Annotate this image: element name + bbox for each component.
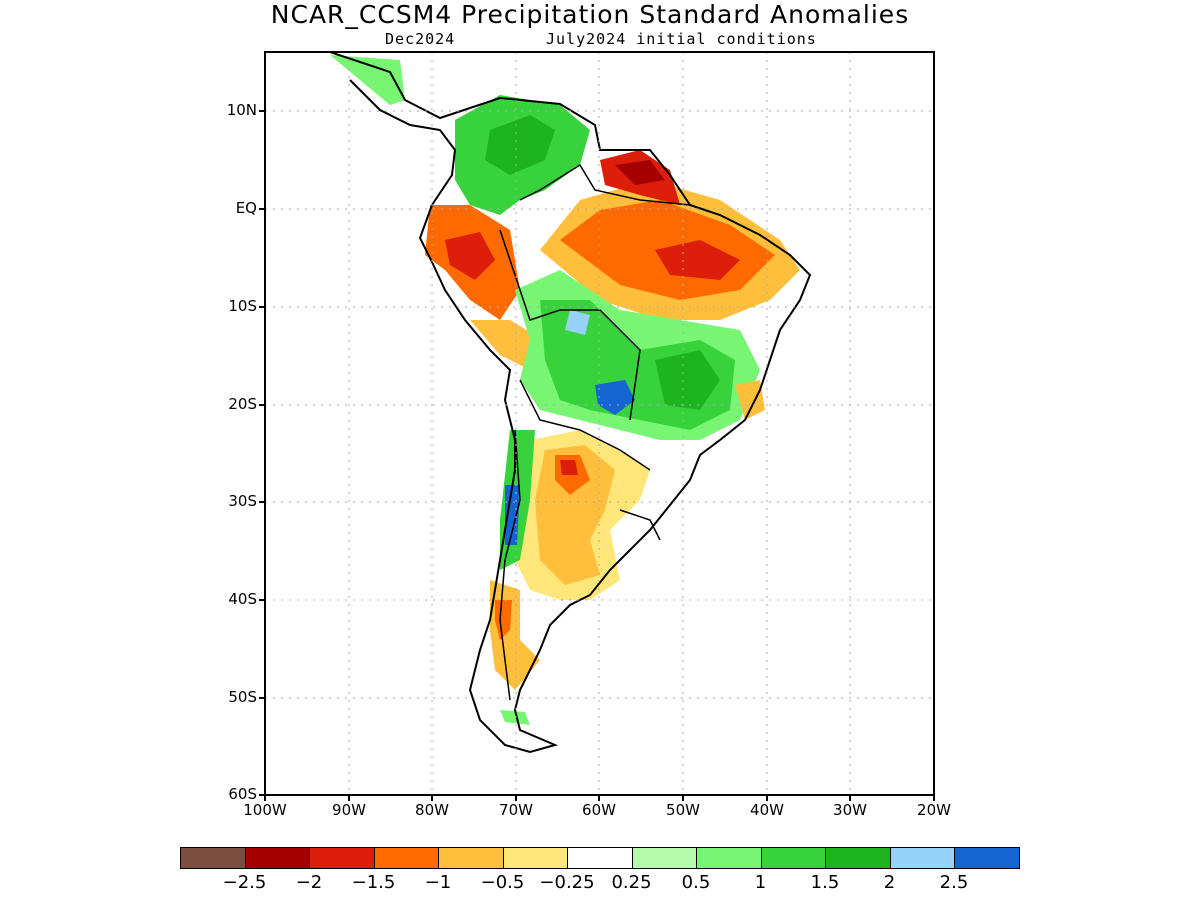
colorbar-swatch [567,847,633,869]
initial-conditions-label: July2024 initial conditions [546,30,817,48]
wet-pantanal-core [595,380,635,415]
dry-east-brazil [735,380,765,420]
dry-patagonia-core [495,600,512,640]
colorbar-swatch [244,847,310,869]
x-tick-label: 30W [833,801,867,819]
x-tick-label: 70W [499,801,533,819]
target-month-label: Dec2024 [385,30,456,48]
y-tick-label: 20S [228,395,257,413]
wet-central-america [330,55,405,105]
colorbar-label: −1 [424,872,452,893]
colorbar-swatch [309,847,375,869]
wet-colombia-core [485,115,555,175]
dry-argentina-core2 [560,460,578,475]
colorbar-label: −2.5 [222,872,267,893]
colorbar-label: 1 [754,872,767,893]
map-title: NCAR_CCSM4 Precipitation Standard Anomal… [270,0,910,29]
colorbar-swatch [696,847,762,869]
y-tick-label: 10S [228,297,257,315]
colorbar-swatch [180,847,246,869]
border-4 [499,429,521,701]
colorbar-label: −0.5 [480,872,525,893]
border-1 [519,163,691,206]
anomaly-fields [266,52,810,752]
colorbar-label: −2 [295,872,323,893]
x-tick-label: 90W [332,801,366,819]
colorbar-label: 2 [883,872,896,893]
dry-brazil-core [655,240,740,280]
wet-fuego [500,710,530,725]
colorbar-label: 2.5 [939,872,969,893]
x-tick-label: 20W [917,801,951,819]
wet-central-core [655,350,720,410]
border-2 [499,229,641,421]
x-tick-label: 60W [582,801,616,819]
colorbar-swatch [502,847,568,869]
x-tick-label: 50W [666,801,700,819]
y-tick-label: 10N [226,101,257,119]
y-tick-label: 40S [228,590,257,608]
y-tick-label: 50S [228,688,257,706]
dry-peru-core [445,232,495,280]
y-tick-label: 30S [228,492,257,510]
colorbar-label: −1.5 [351,872,396,893]
colorbar-swatch [438,847,504,869]
south-america-coastline [266,52,812,754]
x-tick-label: 40W [750,801,784,819]
colorbar-swatch [760,847,826,869]
dry-guianas-core [615,160,665,185]
y-tick-label: EQ [235,199,257,217]
colorbar-label: −0.25 [539,872,595,893]
border-5 [619,509,661,541]
colorbar-label: 0.25 [611,872,652,893]
colorbar-swatch [954,847,1020,869]
colorbar-swatch [825,847,891,869]
y-tick-label: 60S [228,785,257,803]
ticks [259,110,935,801]
wet-pantanal-ring [565,310,590,335]
x-tick-label: 80W [415,801,449,819]
colorbar-swatch [373,847,439,869]
colorbar-label: 0.5 [681,872,711,893]
colorbar-swatch [889,847,955,869]
x-tick-label: 100W [243,801,287,819]
coastlines [266,52,812,754]
border-3 [519,379,651,471]
colorbar-swatch [631,847,697,869]
colorbar-label: 1.5 [810,872,840,893]
